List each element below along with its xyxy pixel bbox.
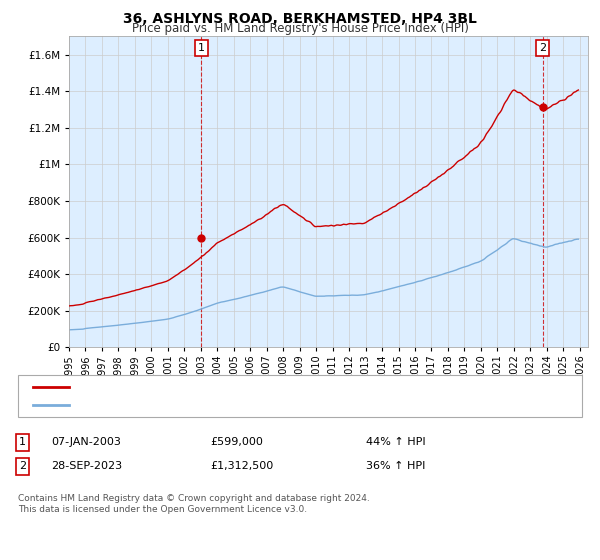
Text: 36, ASHLYNS ROAD, BERKHAMSTED, HP4 3BL (detached house): 36, ASHLYNS ROAD, BERKHAMSTED, HP4 3BL (… xyxy=(78,382,408,392)
Text: 07-JAN-2003: 07-JAN-2003 xyxy=(51,437,121,447)
Text: £1,312,500: £1,312,500 xyxy=(210,461,273,472)
Text: 28-SEP-2023: 28-SEP-2023 xyxy=(51,461,122,472)
Text: Contains HM Land Registry data © Crown copyright and database right 2024.: Contains HM Land Registry data © Crown c… xyxy=(18,494,370,503)
Text: 36, ASHLYNS ROAD, BERKHAMSTED, HP4 3BL: 36, ASHLYNS ROAD, BERKHAMSTED, HP4 3BL xyxy=(123,12,477,26)
Text: 2: 2 xyxy=(539,43,546,53)
Text: 44% ↑ HPI: 44% ↑ HPI xyxy=(366,437,425,447)
Text: Price paid vs. HM Land Registry's House Price Index (HPI): Price paid vs. HM Land Registry's House … xyxy=(131,22,469,35)
Text: 1: 1 xyxy=(198,43,205,53)
Text: £599,000: £599,000 xyxy=(210,437,263,447)
Text: This data is licensed under the Open Government Licence v3.0.: This data is licensed under the Open Gov… xyxy=(18,505,307,514)
Text: 36% ↑ HPI: 36% ↑ HPI xyxy=(366,461,425,472)
Text: 1: 1 xyxy=(19,437,26,447)
Text: HPI: Average price, detached house, Dacorum: HPI: Average price, detached house, Daco… xyxy=(78,400,319,410)
Text: 2: 2 xyxy=(19,461,26,472)
